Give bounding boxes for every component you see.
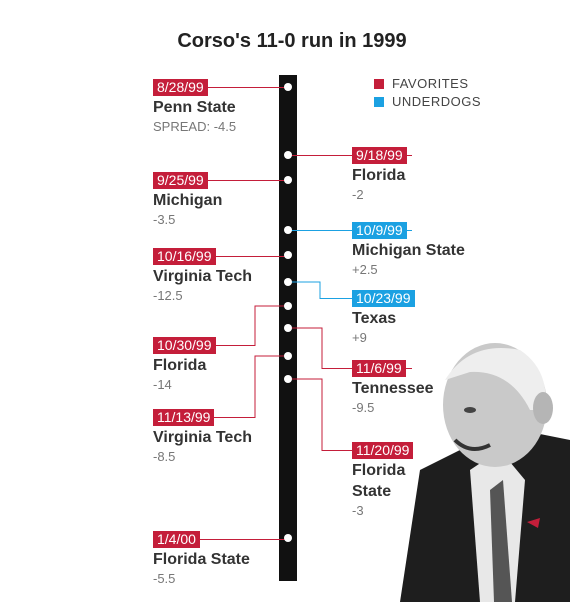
date-label: 8/28/99 xyxy=(153,79,208,96)
spread: -12.5 xyxy=(153,288,183,303)
timeline-dot xyxy=(284,278,292,286)
spread: +9 xyxy=(352,330,367,345)
date-label: 9/18/99 xyxy=(352,147,407,164)
timeline-dot xyxy=(284,302,292,310)
opponent: Texas xyxy=(352,310,397,327)
legend-item: FAVORITES xyxy=(374,76,469,91)
spread-value: -14 xyxy=(153,377,172,392)
date-label: 10/16/99 xyxy=(153,248,216,265)
opponent: Michigan State xyxy=(352,242,465,259)
date-label: 9/25/99 xyxy=(153,172,208,189)
spread: -2 xyxy=(352,187,364,202)
opponent: Florida State xyxy=(352,462,406,500)
timeline-dot xyxy=(284,176,292,184)
spread: -5.5 xyxy=(153,571,175,586)
spread: +2.5 xyxy=(352,262,378,277)
date-label: 10/9/99 xyxy=(352,222,407,239)
opponent: Virginia Tech xyxy=(153,268,252,285)
timeline-dot xyxy=(284,151,292,159)
date-label: 10/30/99 xyxy=(153,337,216,354)
opponent: Virginia Tech xyxy=(153,429,252,446)
spread-value: -8.5 xyxy=(153,449,176,464)
timeline-dot xyxy=(284,352,292,360)
legend-label: FAVORITES xyxy=(392,76,469,91)
spread-value: -9.5 xyxy=(352,400,375,415)
spread-value: -3 xyxy=(352,503,364,518)
spread-value: -12.5 xyxy=(153,288,183,303)
opponent: Florida xyxy=(153,357,207,374)
date-label: 1/4/00 xyxy=(153,531,200,548)
spread-value: -5.5 xyxy=(153,571,176,586)
spread: -9.5 xyxy=(352,400,374,415)
opponent: Tennessee xyxy=(352,380,434,397)
spread: -8.5 xyxy=(153,449,175,464)
timeline-dot xyxy=(284,375,292,383)
spread-value: +2.5 xyxy=(352,262,378,277)
spread: -14 xyxy=(153,377,172,392)
opponent: Florida xyxy=(352,167,406,184)
opponent: Michigan xyxy=(153,192,223,209)
timeline-dot xyxy=(284,83,292,91)
spread: -3 xyxy=(352,503,364,518)
spread-label: SPREAD: xyxy=(153,119,211,134)
title: Corso's 11-0 run in 1999 xyxy=(177,30,407,52)
date-label: 11/13/99 xyxy=(153,409,215,426)
timeline-dot xyxy=(284,251,292,259)
timeline-dot xyxy=(284,226,292,234)
spread: -3.5 xyxy=(153,212,175,227)
date-label: 11/6/99 xyxy=(352,360,406,377)
opponent: Florida State xyxy=(153,551,250,568)
timeline-dot xyxy=(284,534,292,542)
legend-item: UNDERDOGS xyxy=(374,94,481,109)
date-label: 10/23/99 xyxy=(352,290,415,307)
date-label: 11/20/99 xyxy=(352,442,414,459)
photo xyxy=(400,343,570,602)
spread-value: -3.5 xyxy=(153,212,176,227)
opponent: Penn State xyxy=(153,99,236,116)
spread-value: -2 xyxy=(352,187,364,202)
timeline-dot xyxy=(284,324,292,332)
spread-value: +9 xyxy=(352,330,367,345)
spread-value: -4.5 xyxy=(213,119,237,134)
legend-label: UNDERDOGS xyxy=(392,94,482,109)
spread: SPREAD: -4.5 xyxy=(153,119,236,134)
